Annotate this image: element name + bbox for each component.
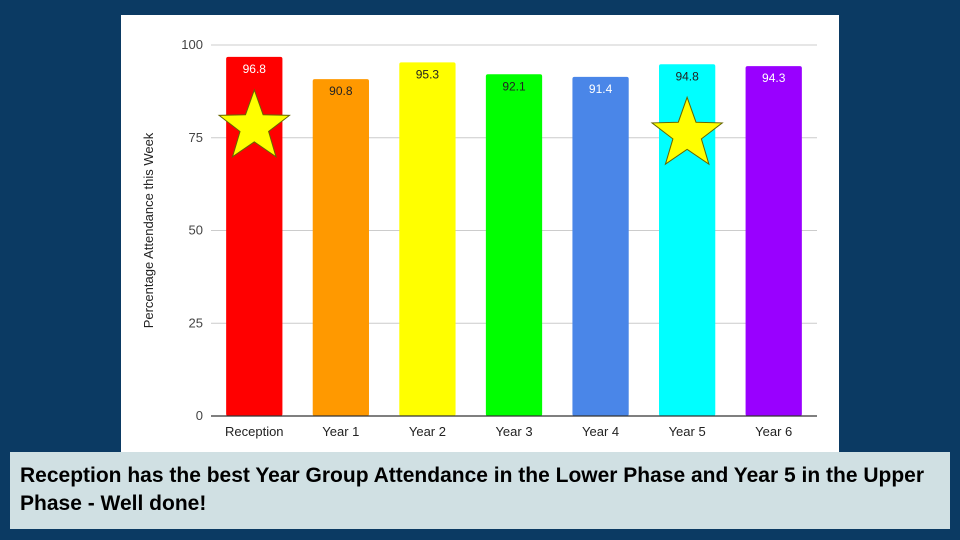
x-tick-label: Year 5 [669,424,706,439]
star-icon [650,95,724,166]
data-label: 92.1 [502,79,526,93]
data-label: 94.8 [675,69,699,83]
caption-box: Reception has the best Year Group Attend… [10,452,950,529]
x-tick-label: Year 4 [582,424,619,439]
bars [226,56,802,417]
x-tick-label: Year 1 [322,424,359,439]
y-tick-label: 75 [189,130,203,145]
axes: 0 25 50 75 100 Reception Year 1 Year 2 Year 3 Yea… [181,37,817,439]
data-label: 91.4 [589,82,613,96]
star-icon [217,88,291,159]
bar-year-6 [745,66,802,416]
star-markers [217,88,724,166]
bar-year-4 [572,76,629,416]
data-label: 96.8 [243,62,267,76]
bar-year-1 [312,79,369,416]
data-label: 94.3 [762,71,786,85]
x-tick-label: Reception [225,424,284,439]
chart-panel: 96.8 90.8 95.3 92.1 91.4 94.8 94.3 0 25 50 75 100 R… [121,15,839,455]
caption-text: Reception has the best Year Group Attend… [20,464,925,515]
x-tick-label: Year 3 [495,424,532,439]
bar-year-2 [399,62,456,416]
bar-chart: 96.8 90.8 95.3 92.1 91.4 94.8 94.3 0 25 50 75 100 R… [141,37,817,439]
y-tick-label: 50 [189,223,203,238]
data-label: 95.3 [416,67,440,81]
y-tick-label: 25 [189,315,203,330]
y-tick-label: 0 [196,408,203,423]
bar-year-3 [485,74,543,417]
y-axis-title: Percentage Attendance this Week [141,132,156,328]
y-tick-label: 100 [181,37,203,52]
x-tick-label: Year 2 [409,424,446,439]
data-label: 90.8 [329,84,353,98]
x-tick-label: Year 6 [755,424,792,439]
data-labels: 96.8 90.8 95.3 92.1 91.4 94.8 94.3 [243,62,786,98]
